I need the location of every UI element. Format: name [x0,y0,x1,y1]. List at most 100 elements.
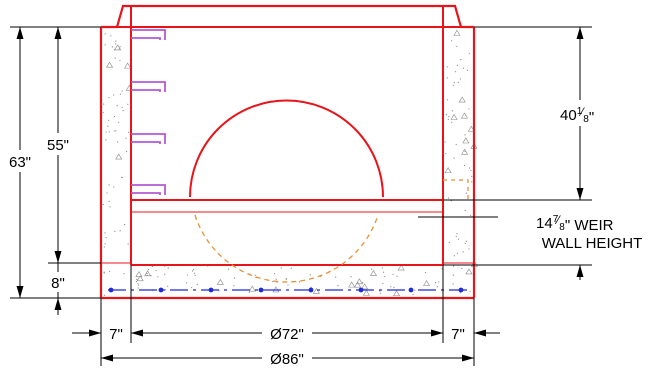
aggregate-dot [438,281,440,283]
ladder-rung-icon [131,81,166,92]
aggregate-dot [254,274,256,276]
aggregate-mark [114,44,122,51]
aggregate-dot [137,284,139,286]
rebar [108,287,468,293]
aggregate-dot [371,268,373,270]
arrow-icon [431,329,443,337]
arrow-icon [576,188,584,200]
aggregate-dot [127,243,129,245]
aggregate-dot [457,81,459,83]
aggregate-mark [393,290,401,297]
rebar-dot-icon [108,287,114,293]
aggregate-dot [445,152,447,155]
aggregate-dot [125,137,127,139]
aggregate-dot [464,242,466,245]
arrow-icon [16,27,24,39]
aggregate-dot [146,273,148,275]
aggregate-dot [104,44,106,46]
aggregate-mark [144,270,152,277]
aggregate-mark [461,148,469,155]
hidden-pipe-right [443,179,469,200]
concrete-hatch [102,29,479,297]
aggregate-dot [454,71,457,73]
pipe-height-label: 401⁄8" [560,105,594,126]
aggregate-dot [102,203,104,206]
aggregate-dot [381,267,383,269]
aggregate-dot [135,280,137,283]
right-wall-label: 7" [451,326,465,343]
aggregate-dot [452,265,455,267]
ladder-rung-icon [131,184,166,195]
aggregate-dot [298,281,301,283]
arrow-icon [54,27,62,39]
aggregate-mark [353,281,362,288]
aggregate-dot [167,285,169,287]
aggregate-dot [469,290,471,293]
aggregate-dot [104,33,106,35]
aggregate-dot [103,103,105,105]
aggregate-mark [136,275,144,282]
aggregate-dot [451,121,453,123]
aggregate-dot [190,287,193,289]
aggregate-dot [121,90,123,92]
aggregate-dot [468,167,471,169]
aggregate-dot [167,267,169,269]
aggregate-dot [137,283,139,285]
total-height-label: 63" [9,154,31,171]
aggregate-dot [136,278,138,281]
aggregate-dot [105,131,107,133]
hidden-pipe-bottom [194,214,379,283]
aggregate-dot [106,192,108,194]
aggregate-dot [290,267,292,269]
aggregate-mark [423,280,431,286]
aggregate-dot [108,200,110,202]
aggregate-dot [114,230,116,232]
outer-diameter-label: Ø86" [270,351,304,368]
rebar-dot-icon [408,287,414,293]
aggregate-dot [148,268,150,271]
aggregate-dot [462,251,464,253]
left-wall-label: 7" [109,326,123,343]
aggregate-dot [471,181,473,183]
aggregate-dot [116,141,119,143]
aggregate-dot [103,272,105,274]
aggregate-dot [462,67,464,69]
aggregate-dot [350,276,352,278]
aggregate-dot [465,240,467,242]
aggregate-dot [233,277,236,279]
aggregate-dot [444,141,446,143]
aggregate-mark [397,264,405,271]
aggregate-dot [194,274,196,276]
aggregate-dot [459,292,461,294]
aggregate-dot [115,40,117,42]
aggregate-dot [164,273,166,275]
aggregate-dot [441,268,443,270]
aggregate-dot [107,119,110,121]
aggregate-dot [105,139,107,141]
aggregate-dot [455,143,457,146]
aggregate-mark [216,278,224,285]
aggregate-dot [113,115,116,118]
aggregate-dot [459,78,461,80]
aggregate-dot [150,275,152,277]
aggregate-dot [382,282,384,285]
aggregate-dot [379,292,382,294]
aggregate-dot [396,275,398,277]
aggregate-dot [275,278,277,280]
aggregate-dot [110,35,112,37]
aggregate-dot [280,267,282,269]
aggregate-dot [113,186,115,188]
aggregate-dot [155,269,157,272]
aggregate-dot [157,276,159,278]
arrow-icon [576,27,584,39]
aggregate-dot [457,238,460,240]
aggregate-dot [191,270,194,272]
weir-height-label: 147⁄8" WEIR [536,213,614,234]
rebar-dot-icon [208,287,214,293]
aggregate-dot [445,114,447,116]
aggregate-dot [103,294,105,296]
aggregate-dot [392,273,394,275]
aggregate-dot [115,130,117,132]
aggregate-dot [121,106,123,108]
aggregate-dot [115,43,117,45]
